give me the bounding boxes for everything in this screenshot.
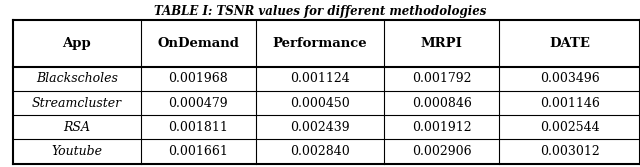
Text: RSA: RSA	[63, 121, 90, 134]
Text: 0.002544: 0.002544	[540, 121, 600, 134]
Text: OnDemand: OnDemand	[157, 37, 239, 50]
Text: 0.001124: 0.001124	[290, 72, 350, 85]
Text: MRPI: MRPI	[420, 37, 463, 50]
Text: Blackscholes: Blackscholes	[36, 72, 118, 85]
Text: DATE: DATE	[549, 37, 590, 50]
Text: Streamcluster: Streamcluster	[32, 97, 122, 110]
Text: Performance: Performance	[273, 37, 367, 50]
Text: 0.003496: 0.003496	[540, 72, 600, 85]
Text: 0.001661: 0.001661	[168, 145, 228, 158]
Text: Youtube: Youtube	[51, 145, 102, 158]
Text: 0.000479: 0.000479	[168, 97, 228, 110]
Text: 0.001912: 0.001912	[412, 121, 472, 134]
Text: 0.002906: 0.002906	[412, 145, 472, 158]
Text: 0.000450: 0.000450	[290, 97, 350, 110]
Text: 0.002439: 0.002439	[290, 121, 350, 134]
Text: 0.001968: 0.001968	[168, 72, 228, 85]
Text: 0.002840: 0.002840	[290, 145, 350, 158]
Text: 0.001811: 0.001811	[168, 121, 228, 134]
Text: App: App	[63, 37, 91, 50]
Text: 0.003012: 0.003012	[540, 145, 600, 158]
Text: 0.001146: 0.001146	[540, 97, 600, 110]
Text: TABLE I: TSNR values for different methodologies: TABLE I: TSNR values for different metho…	[154, 5, 486, 18]
Text: 0.000846: 0.000846	[412, 97, 472, 110]
Text: 0.001792: 0.001792	[412, 72, 471, 85]
